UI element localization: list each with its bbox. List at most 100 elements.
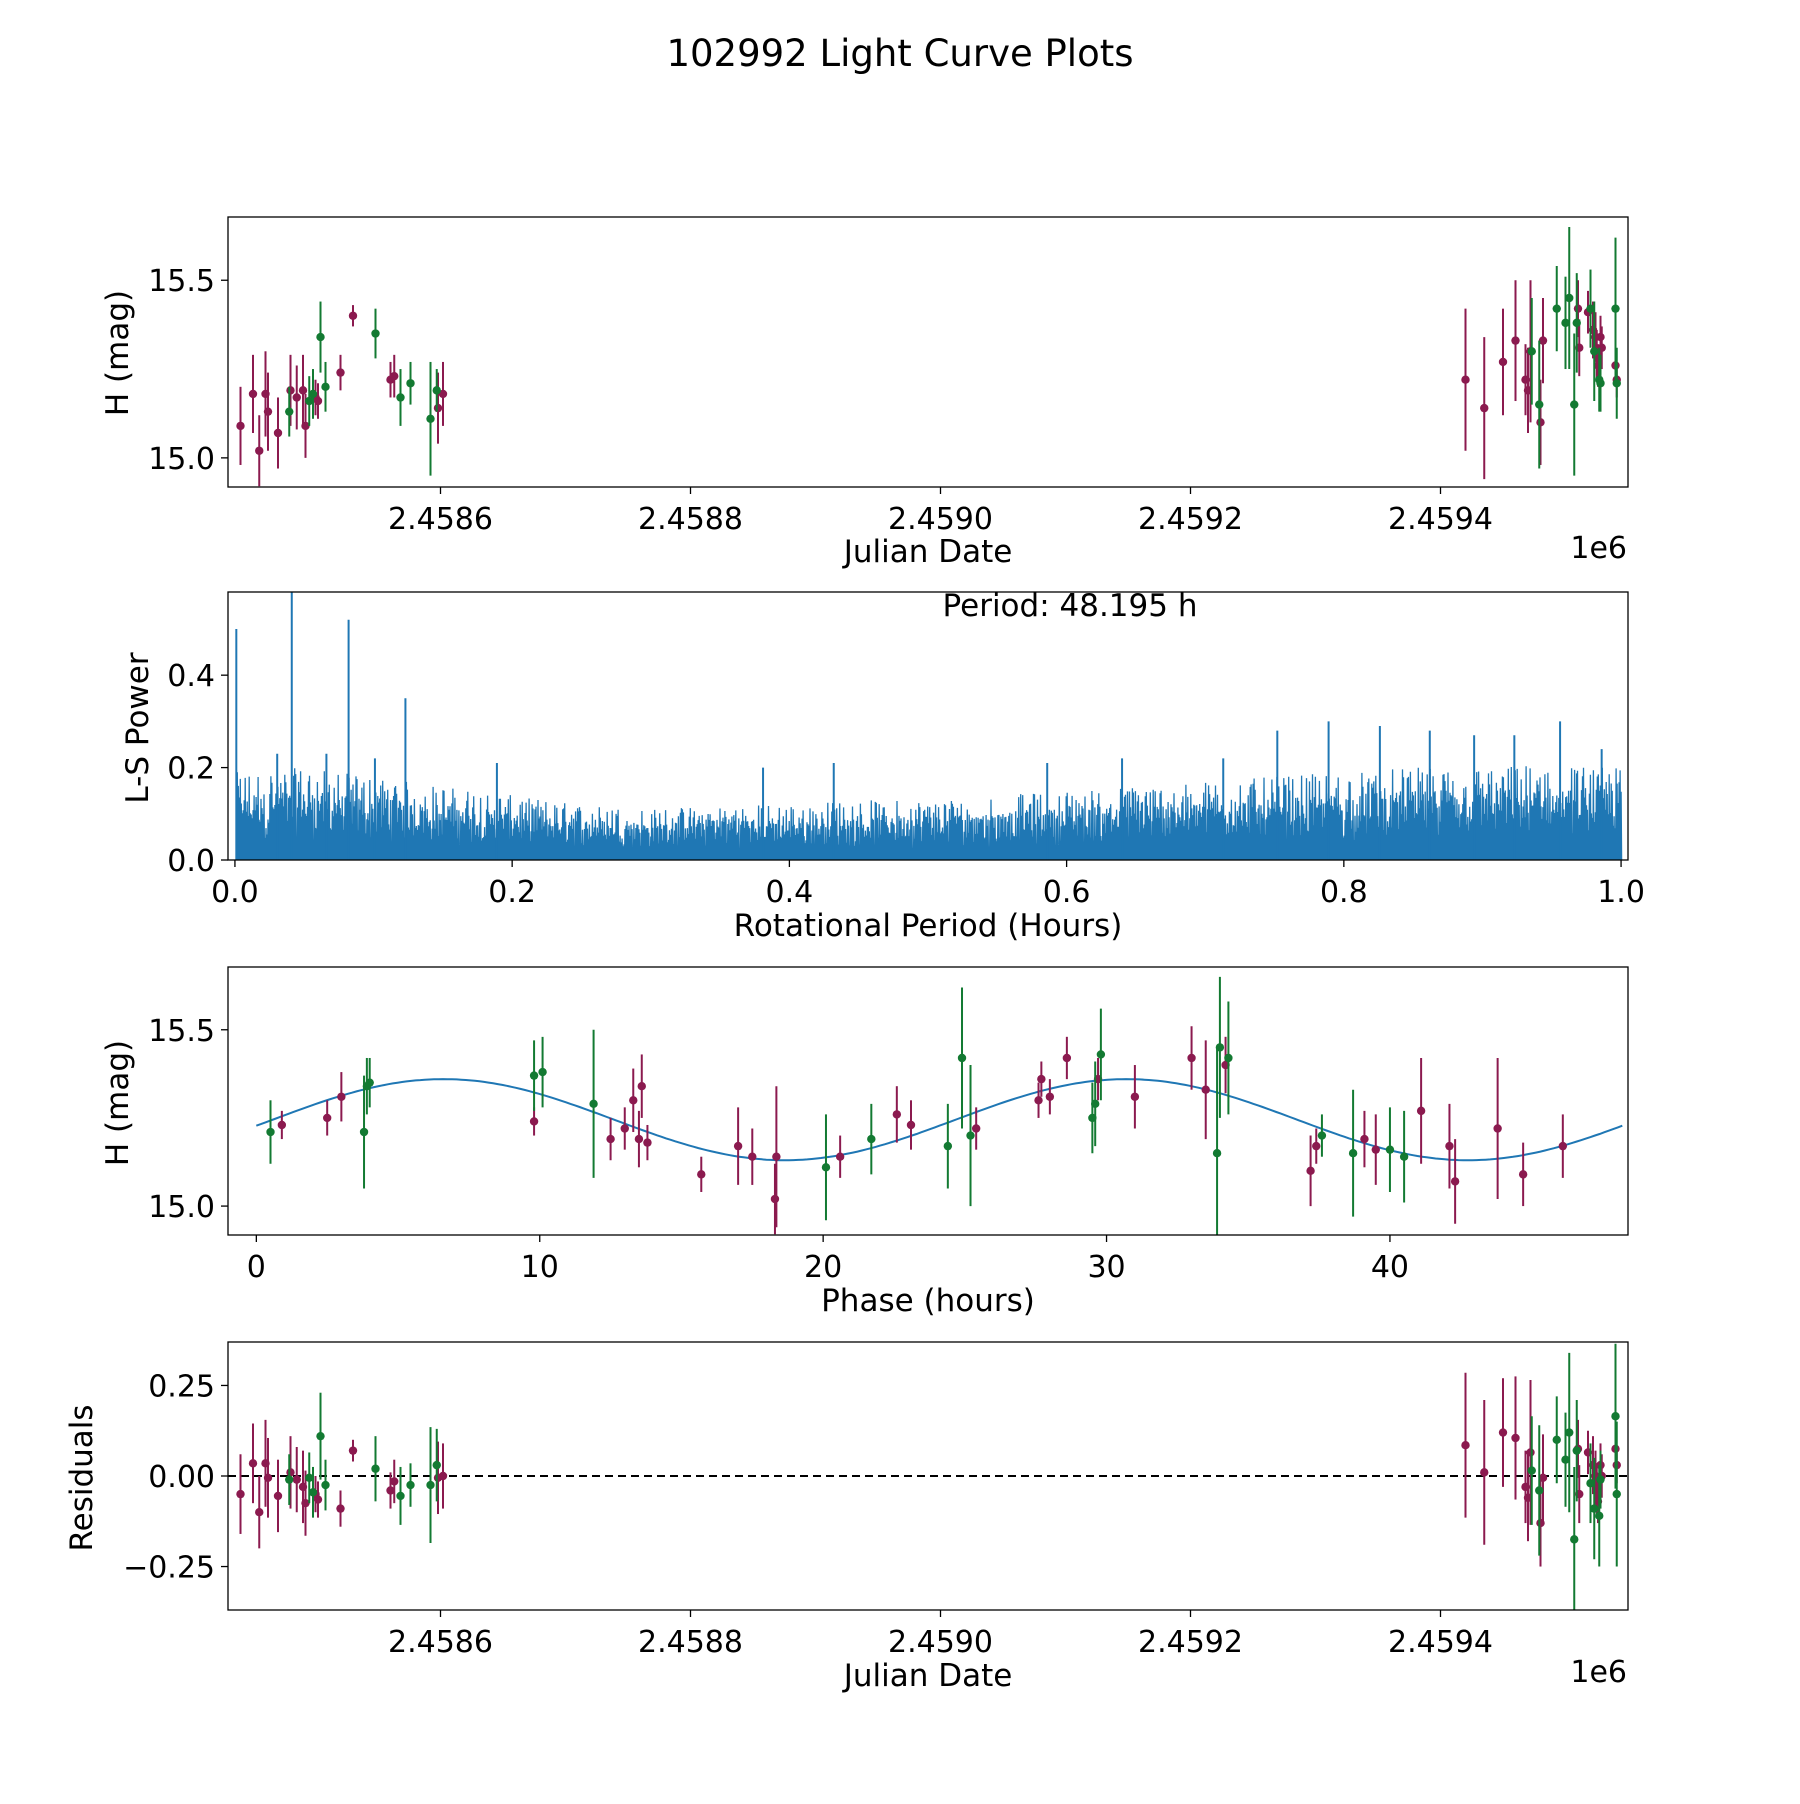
- raw-point-red: [301, 421, 310, 431]
- periodogram-axes-frame: [227, 591, 1629, 861]
- raw-point-red: [1596, 332, 1605, 342]
- phased-point-red: [1558, 1141, 1568, 1151]
- residuals-point-green: [1561, 1455, 1570, 1464]
- residuals-point-green: [1570, 1535, 1579, 1544]
- residuals-point-red: [255, 1508, 264, 1517]
- raw-point-red: [390, 371, 399, 381]
- phased-point-red: [1445, 1141, 1454, 1151]
- residuals-point-green: [406, 1480, 415, 1490]
- phased-point-red: [620, 1124, 629, 1133]
- raw-light-curve-panel: Julian Date H (mag) 1e6 2.4586 2.4588 2.45…: [100, 216, 1629, 570]
- raw-point-red: [1461, 375, 1470, 384]
- phased-point-red: [277, 1120, 287, 1130]
- raw-point-red: [1480, 403, 1489, 413]
- raw-point-green: [1596, 379, 1605, 388]
- raw-offset-label: 1e6: [1570, 531, 1627, 566]
- residuals-point-red: [336, 1504, 345, 1513]
- raw-point-green: [1612, 379, 1621, 388]
- raw-axes-frame: [227, 216, 1629, 488]
- raw-xtick-label: 2.4590: [888, 502, 993, 537]
- phased-point-red: [629, 1096, 638, 1105]
- residuals-point-red: [1461, 1441, 1470, 1450]
- phased-point-green: [1385, 1145, 1395, 1154]
- phased-point-red: [1450, 1177, 1460, 1186]
- periodogram-xtick-label: 0.2: [488, 875, 536, 910]
- raw-xtick-label: 2.4586: [388, 502, 493, 537]
- residuals-point-green: [396, 1491, 405, 1501]
- phased-point-red: [1062, 1053, 1072, 1063]
- raw-xlabel: Julian Date: [842, 534, 1013, 570]
- residuals-point-green: [1535, 1486, 1544, 1495]
- phased-point-red: [835, 1152, 845, 1161]
- residuals-point-green: [426, 1480, 435, 1490]
- residuals-point-green: [316, 1431, 325, 1441]
- periodogram-xtick-label: 1.0: [1597, 875, 1645, 910]
- raw-point-red: [263, 407, 273, 416]
- periodogram-xtick-label: 0.8: [1320, 875, 1368, 910]
- residuals-ytick-label: −0.25: [123, 1551, 215, 1586]
- phased-point-green: [1399, 1152, 1409, 1161]
- residuals-point-green: [321, 1480, 330, 1490]
- phased-point-green: [1212, 1148, 1222, 1158]
- periodogram-ytick-label: 0.4: [167, 659, 215, 694]
- phased-xtick-label: 30: [1087, 1250, 1125, 1285]
- residuals-point-red: [292, 1475, 301, 1484]
- phased-point-red: [1306, 1166, 1315, 1176]
- raw-point-green: [1561, 318, 1570, 328]
- periodogram-ytick-label: 0.2: [167, 752, 215, 787]
- raw-point-red: [438, 389, 448, 399]
- raw-point-red: [236, 421, 245, 431]
- residuals-xtick-label: 2.4594: [1388, 1625, 1493, 1660]
- raw-point-green: [1611, 304, 1620, 313]
- phased-xtick-label: 0: [247, 1250, 266, 1285]
- raw-point-green: [1535, 400, 1544, 409]
- phased-point-red: [1034, 1096, 1043, 1105]
- phased-point-green: [359, 1127, 369, 1137]
- phased-point-red: [1130, 1092, 1140, 1101]
- raw-xtick-label: 2.4594: [1388, 502, 1493, 537]
- phased-xtick-label: 20: [804, 1250, 842, 1285]
- phased-point-green: [867, 1134, 876, 1144]
- residuals-point-red: [1538, 1473, 1548, 1483]
- phased-xlabel: Phase (hours): [821, 1283, 1035, 1319]
- periodogram-xtick-label: 0.6: [1043, 875, 1091, 910]
- raw-point-green: [308, 389, 318, 399]
- periodogram-power-series: [235, 766, 1623, 860]
- phased-xtick-label: 10: [521, 1250, 559, 1285]
- raw-ylabel: H (mag): [100, 290, 136, 416]
- phased-light-curve-panel: Phase (hours) H (mag) 0 10 20 30 40 15.0 15.5: [100, 966, 1629, 1319]
- residuals-point-red: [263, 1473, 273, 1483]
- residuals-point-green: [285, 1475, 294, 1484]
- residuals-point-green: [371, 1464, 380, 1473]
- raw-point-red: [248, 389, 258, 399]
- phased-axes-frame: [227, 966, 1629, 1236]
- phased-point-green: [1224, 1053, 1233, 1063]
- raw-point-red: [1511, 336, 1520, 345]
- raw-point-green: [321, 382, 330, 392]
- raw-point-green: [316, 332, 325, 342]
- phased-point-green: [821, 1163, 831, 1172]
- phased-point-green: [589, 1099, 598, 1109]
- residuals-panel: Julian Date Residuals 1e6 2.4586 2.4588 2.…: [64, 1341, 1629, 1694]
- phased-point-red: [1045, 1092, 1055, 1101]
- raw-point-green: [1527, 347, 1536, 356]
- raw-xtick-label: 2.4588: [638, 502, 743, 537]
- phased-point-green: [1348, 1148, 1358, 1158]
- raw-point-red: [273, 428, 283, 438]
- phased-point-green: [1215, 1043, 1225, 1052]
- residuals-point-green: [1596, 1475, 1605, 1484]
- raw-point-red: [255, 446, 264, 455]
- phased-point-green: [538, 1067, 547, 1077]
- residuals-point-red: [386, 1486, 395, 1495]
- residuals-xtick-label: 2.4590: [888, 1625, 993, 1660]
- residuals-offset-label: 1e6: [1570, 1655, 1627, 1690]
- residuals-point-green: [1595, 1511, 1604, 1521]
- raw-point-red: [1498, 357, 1508, 367]
- periodogram-xtick-label: 0.4: [766, 875, 814, 910]
- residuals-point-green: [432, 1460, 441, 1470]
- phased-point-red: [971, 1124, 981, 1133]
- phased-point-green: [943, 1141, 953, 1151]
- phased-point-red: [770, 1194, 780, 1204]
